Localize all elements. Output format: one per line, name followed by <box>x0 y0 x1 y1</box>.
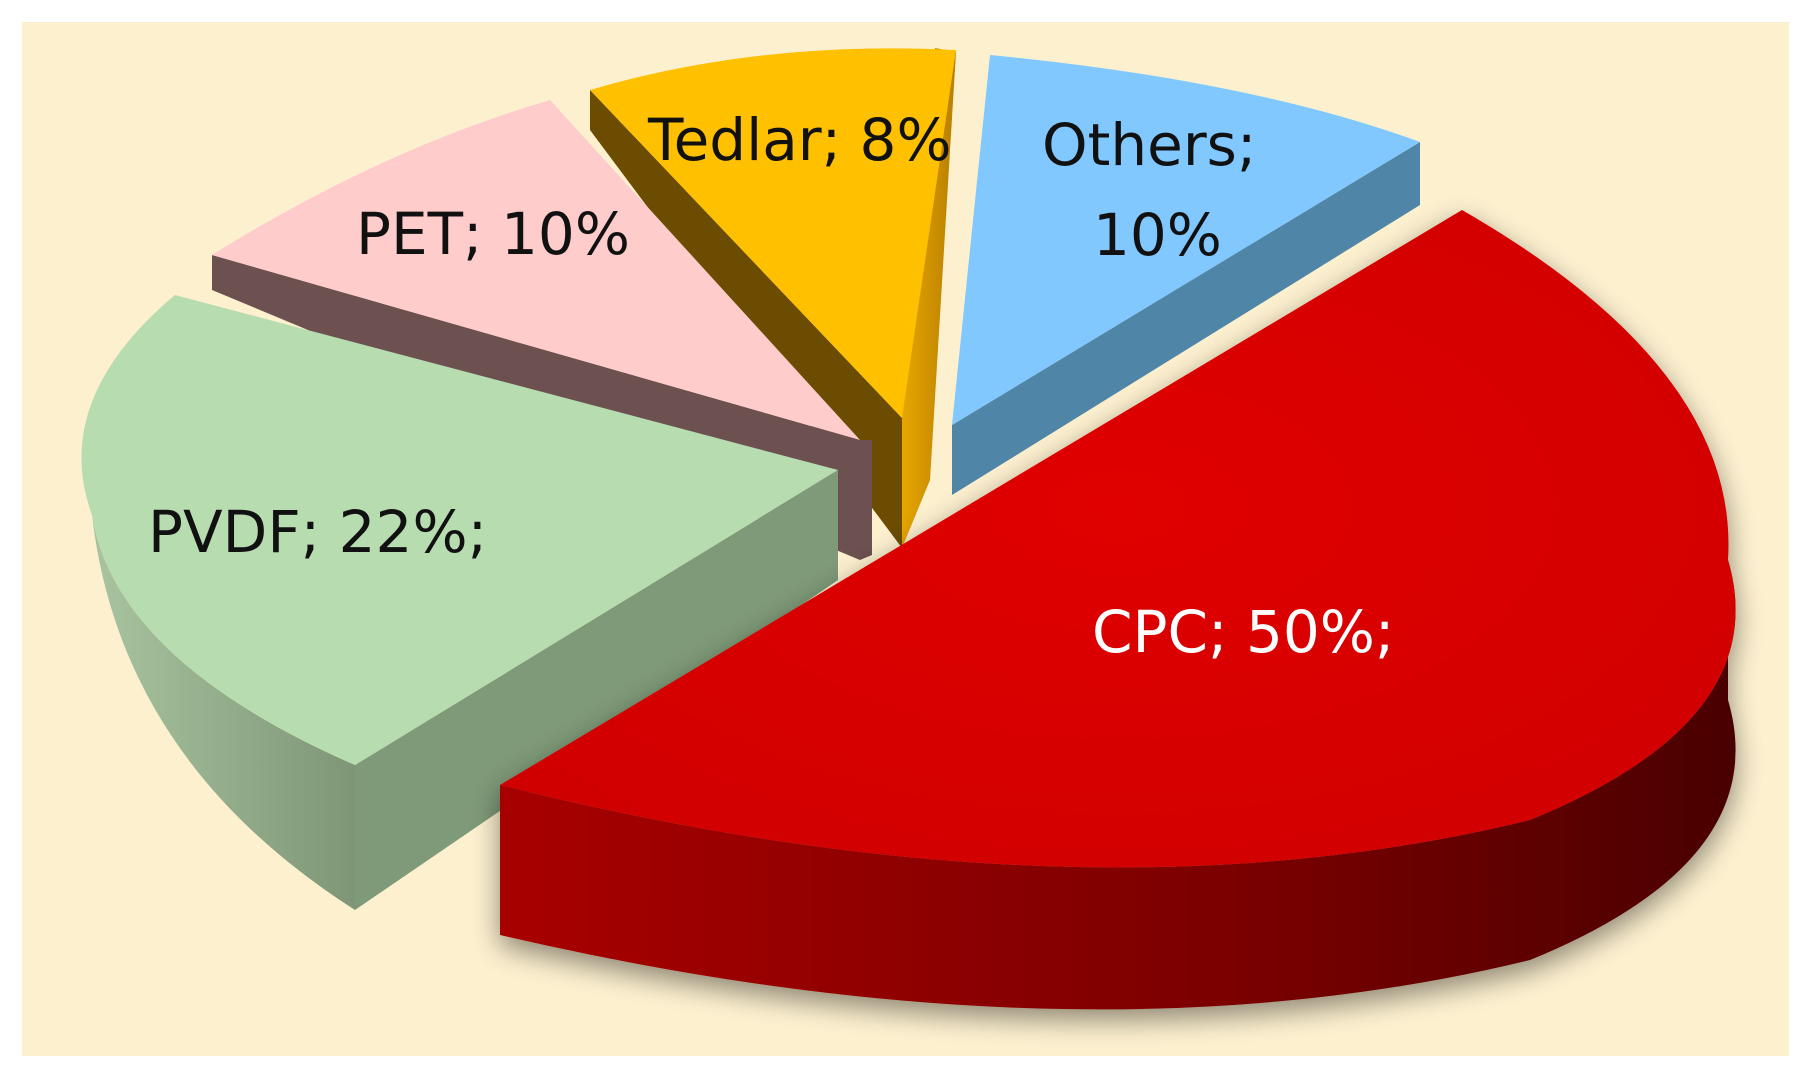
label-others-line-2: 10% <box>1093 201 1222 269</box>
label-pvdf: PVDF; 22%; <box>148 498 487 566</box>
pie-slice-cpc <box>500 210 1736 1010</box>
pie-slice-tedlar-top <box>590 48 956 418</box>
pie-slice-pvdf-side-cut <box>355 470 838 910</box>
pie-slice-tedlar-side-right <box>902 48 956 548</box>
label-cpc: CPC; 50%; <box>1092 598 1394 666</box>
pie-slice-others-top <box>952 55 1420 425</box>
pie-slice-pvdf-side-outer <box>92 515 355 910</box>
pie-slice-others <box>952 55 1420 495</box>
pie-slice-pvdf <box>81 295 838 910</box>
pie-slice-pvdf-top <box>81 295 838 765</box>
label-pet: PET; 10% <box>356 200 630 268</box>
pie-slice-pet-side-right <box>860 440 872 560</box>
pie-slice-others-side <box>952 142 1420 495</box>
label-tedlar: Tedlar; 8% <box>647 106 952 174</box>
label-others: Others; 10% <box>1042 111 1275 269</box>
label-others-line-1: Others; <box>1042 111 1256 179</box>
pie-slice-cpc-side <box>500 560 1736 1010</box>
pie-slice-pet-top <box>212 100 860 440</box>
pie-slice-cpc-top <box>500 210 1736 868</box>
